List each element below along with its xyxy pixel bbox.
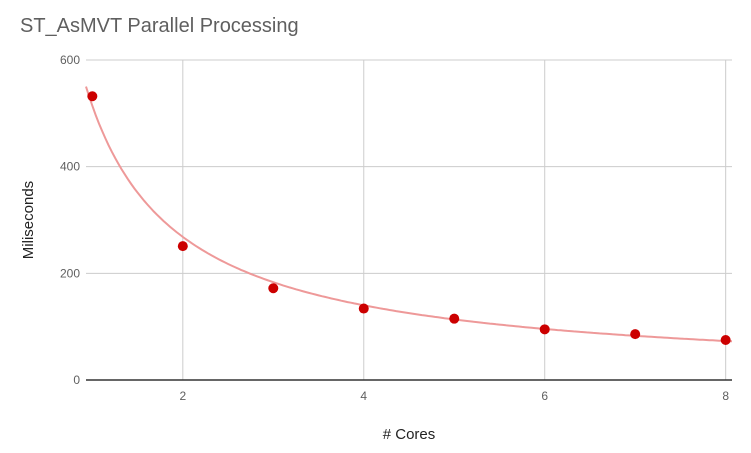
x-tick-label: 2 xyxy=(179,389,186,403)
data-point xyxy=(87,91,98,102)
x-tick-label: 6 xyxy=(541,389,548,403)
chart-title: ST_AsMVT Parallel Processing xyxy=(20,15,299,37)
data-point xyxy=(358,303,369,314)
x-axis-label: # Cores xyxy=(383,426,436,443)
gridlines xyxy=(86,59,732,380)
data-points xyxy=(87,91,731,345)
data-point xyxy=(268,283,279,294)
x-tick-label: 4 xyxy=(360,389,367,403)
y-tick-label: 600 xyxy=(60,53,80,67)
x-tick-label: 8 xyxy=(722,389,729,403)
data-point xyxy=(449,313,460,324)
y-tick-label: 0 xyxy=(73,373,80,387)
data-point xyxy=(539,324,550,335)
data-point xyxy=(630,329,641,340)
data-point xyxy=(177,241,188,252)
y-axis-label: Miliseconds xyxy=(20,181,37,259)
data-point xyxy=(720,335,731,345)
axis-ticks: 0 200 400 600 2 4 6 8 xyxy=(60,53,729,403)
y-tick-label: 400 xyxy=(60,160,80,174)
y-tick-label: 200 xyxy=(60,266,80,280)
trendline xyxy=(85,86,733,343)
